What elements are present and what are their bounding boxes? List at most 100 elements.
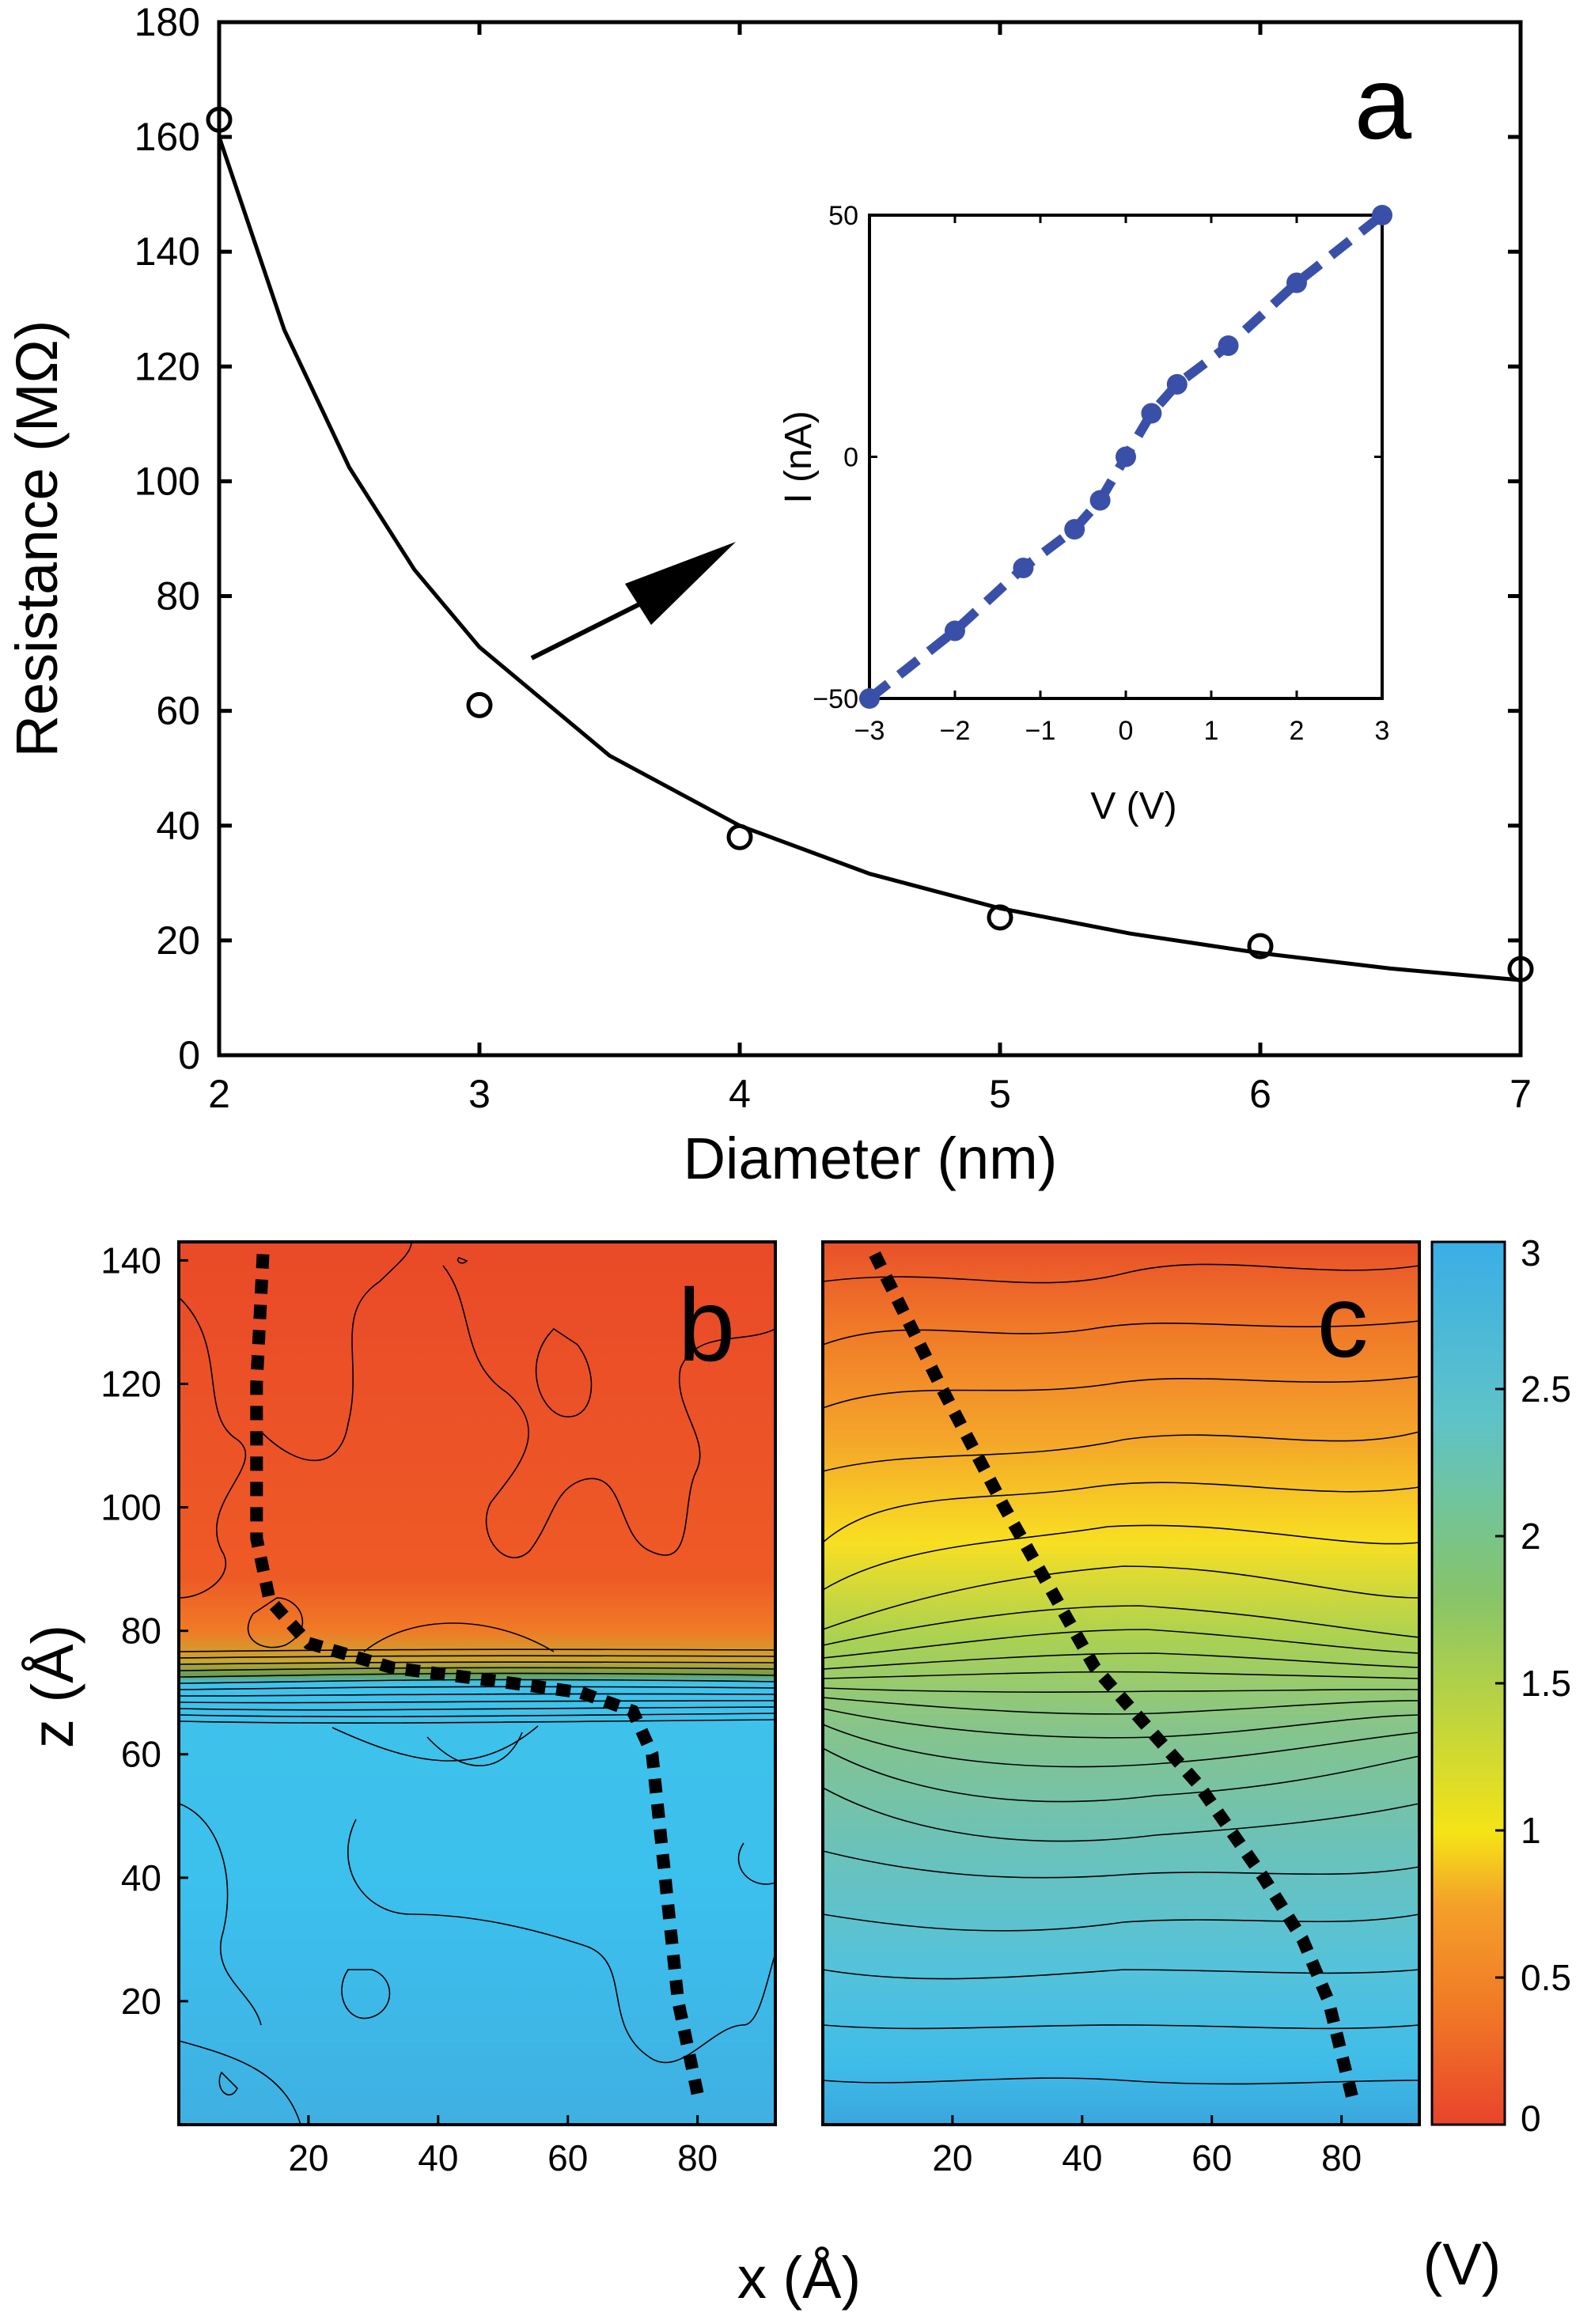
inset-y-label: I (nA) [778,411,820,503]
panel-b-contours [178,1241,776,2125]
inset-data-point [1116,446,1136,467]
colorbar-scale [1430,1240,1506,2126]
colorbar-label: (V) [1423,2231,1502,2297]
panel-c-letter: c [1317,1263,1369,1379]
inset-data-point [1064,519,1085,540]
colorbar-tick-label: 1.5 [1521,1663,1571,1704]
inset-x-tick-label: −1 [1025,716,1056,746]
panel-c-frame [821,1240,1421,2126]
inset-data-point [1166,373,1188,395]
inset-arrow-head [625,542,736,625]
panel-b-frame [177,1240,777,2126]
map-y-tick-label: 120 [100,1363,161,1404]
map-x-tick-label: 80 [1321,2137,1362,2178]
map-y-tick-label: 100 [100,1487,161,1528]
data-point [206,106,233,133]
map-y-label: z (Å) [20,1625,85,1748]
colorbar-tick-label: 2 [1521,1516,1541,1557]
panel-c: 20 40 60 80 c [821,1240,1421,2178]
panel-b-y-ticks: 20 40 60 80 100 120 140 [100,1240,188,2022]
inset-x-label: V (V) [1090,785,1176,827]
map-y-tick-label: 80 [121,1611,161,1652]
inset-y-tick-label: 0 [843,443,858,473]
inset-data-point [1286,272,1307,293]
x-tick-label: 2 [208,1072,230,1116]
panel-b-letter: b [678,1267,735,1383]
x-tick-label: 7 [1510,1072,1532,1116]
colorbar-tick-label: 3 [1521,1232,1541,1274]
inset-data-point [945,620,965,642]
panel-a-x-ticks: 2 3 4 5 6 7 [208,22,1532,1116]
y-tick-label: 20 [156,918,200,963]
inset-data-point [1013,558,1034,579]
inset-data-point [1218,335,1239,356]
panel-c-path [869,1251,1361,2108]
map-x-tick-label: 40 [1062,2137,1102,2178]
panel-a-points [206,106,1534,982]
map-y-tick-label: 20 [121,1981,161,2022]
panel-c-x-ticks: 20 40 60 80 [932,2115,1362,2178]
data-point [1507,956,1534,982]
colorbar-tick-label: 0.5 [1521,1957,1571,1998]
x-tick-label: 6 [1249,1072,1271,1116]
map-y-tick-label: 40 [121,1857,161,1898]
inset-points [859,205,1392,709]
x-tick-label: 3 [468,1072,491,1116]
map-y-tick-label: 140 [100,1240,161,1281]
inset-y-tick-label: −50 [813,684,858,714]
panel-c-contours [822,1263,1420,2085]
colorbar-ticks: 0 0.5 1 1.5 2 2.5 3 [1495,1232,1571,2139]
inset-arrow-line [530,600,644,660]
map-y-tick-label: 60 [121,1734,161,1775]
y-tick-label: 120 [134,344,200,388]
map-x-label: x (Å) [737,2245,861,2311]
data-point [987,904,1013,931]
y-tick-label: 80 [156,574,200,619]
x-tick-label: 5 [989,1072,1011,1116]
inset-y-ticks: −50 0 50 [813,201,1382,714]
panel-a-y-label: Resistance (MΩ) [4,320,70,758]
y-tick-label: 0 [178,1033,200,1077]
inset-y-tick-label: 50 [828,201,858,231]
map-x-tick-label: 20 [288,2137,328,2178]
map-x-tick-label: 80 [677,2137,718,2178]
inset-x-tick-label: 1 [1204,716,1219,746]
colorbar-tick-label: 0 [1521,2098,1541,2139]
inset-x-tick-label: 0 [1119,716,1134,746]
inset-data-point [1141,403,1162,424]
inset-x-tick-label: −2 [940,716,971,746]
y-tick-label: 160 [134,115,200,159]
panel-a-x-label: Diameter (nm) [684,1126,1058,1191]
panel-b-path [250,1254,704,2095]
panel-b: 20 40 60 80 20 40 60 80 100 120 140 b x (Å) z (Å) [20,1240,861,2311]
inset-x-tick-label: 3 [1375,716,1390,746]
x-tick-label: 4 [729,1072,751,1116]
inset-data-point [1372,205,1392,225]
y-tick-label: 100 [134,459,200,503]
panel-a-frame [217,20,1523,1058]
map-x-tick-label: 40 [418,2137,458,2178]
map-x-tick-label: 20 [932,2137,972,2178]
data-point [726,823,753,850]
map-x-tick-label: 60 [547,2137,588,2178]
colorbar: 0 0.5 1 1.5 2 2.5 3 (V) [1423,1232,1571,2297]
inset-iv: −3 −2 −1 0 1 2 3 −50 0 50 V (V) I (nA) [778,201,1392,827]
panel-b-x-ticks: 20 40 60 80 [288,2115,718,2178]
data-point [466,691,493,718]
data-point [1247,933,1274,960]
inset-x-tick-label: 2 [1290,716,1305,746]
y-tick-label: 140 [134,229,200,274]
inset-data-point [859,688,880,709]
y-tick-label: 40 [156,804,200,848]
panel-c-map [823,1242,1419,2125]
map-x-tick-label: 60 [1191,2137,1232,2178]
inset-x-tick-label: −3 [854,716,885,746]
inset-data-point [1089,490,1111,511]
colorbar-tick-label: 2.5 [1521,1368,1571,1410]
y-tick-label: 60 [156,689,200,733]
colorbar-tick-label: 1 [1521,1810,1541,1851]
panel-a-letter: a [1354,45,1412,161]
